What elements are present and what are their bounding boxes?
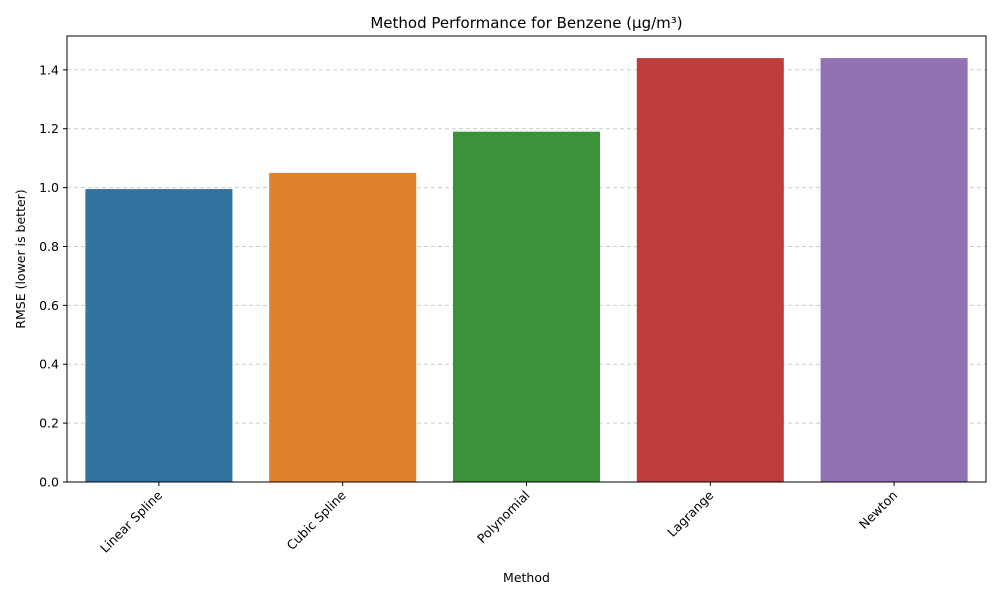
x-axis-label: Method: [503, 570, 550, 585]
y-axis-label: RMSE (lower is better): [13, 189, 28, 328]
x-tick-label: Newton: [856, 488, 900, 532]
y-axis-ticks: 0.0 0.2 0.4 0.6 0.8 1.0 1.2 1.4: [39, 62, 67, 490]
x-tick-label: Lagrange: [664, 487, 716, 539]
x-axis-ticks: Linear Spline Cubic Spline Polynomial Lagra…: [97, 482, 900, 556]
y-tick-label: 0.2: [39, 416, 59, 431]
chart-title: Method Performance for Benzene (μg/m³): [370, 14, 682, 32]
bar-newton: [820, 58, 968, 482]
bar-linear-spline: [85, 189, 233, 482]
bar-lagrange: [636, 58, 784, 482]
y-tick-label: 1.0: [39, 180, 59, 195]
x-tick-label: Cubic Spline: [284, 487, 350, 553]
x-tick-label: Polynomial: [474, 488, 533, 547]
y-tick-label: 0.8: [39, 239, 59, 254]
y-tick-label: 1.2: [39, 121, 59, 136]
bar-cubic-spline: [269, 172, 417, 482]
y-tick-label: 0.4: [39, 357, 59, 372]
y-tick-label: 0.0: [39, 475, 59, 490]
y-tick-label: 1.4: [39, 62, 59, 77]
x-tick-label: Linear Spline: [97, 487, 165, 555]
bar-polynomial: [452, 131, 601, 482]
plot-frame: [66, 35, 987, 483]
y-tick-label: 0.6: [39, 298, 59, 313]
bars: [85, 58, 968, 482]
